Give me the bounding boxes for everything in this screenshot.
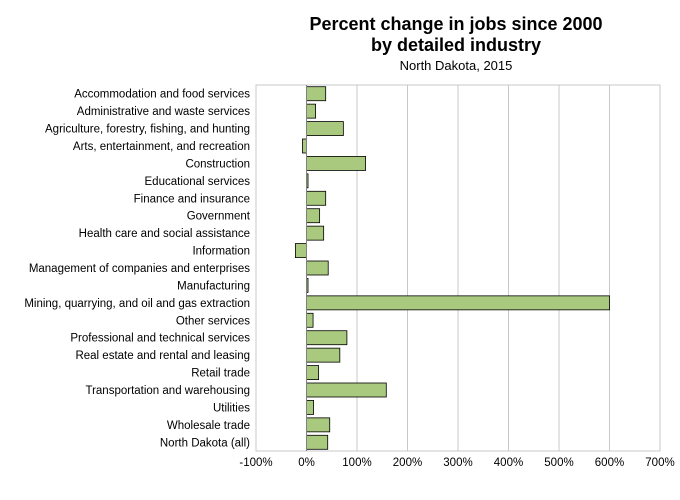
chart-title-line1: Percent change in jobs since 2000	[309, 14, 603, 34]
x-tick-label-3: 200%	[393, 457, 422, 469]
category-label-3: Arts, entertainment, and recreation	[73, 141, 250, 153]
category-label-19: Wholesale trade	[167, 420, 250, 432]
category-label-1: Administrative and waste services	[77, 106, 250, 118]
bar-19	[306, 417, 331, 433]
bar-20	[306, 434, 329, 450]
category-label-17: Transportation and warehousing	[85, 385, 250, 397]
bar-2	[306, 121, 344, 136]
chart-title-line2: by detailed industry	[370, 35, 542, 55]
bar-1	[306, 103, 316, 119]
x-tick-label-7: 600%	[595, 457, 624, 469]
category-label-6: Finance and insurance	[134, 193, 250, 205]
category-label-16: Retail trade	[191, 368, 250, 380]
bar-13	[306, 312, 314, 328]
x-tick-label-0: -100%	[239, 457, 272, 469]
bar-16	[306, 365, 320, 380]
x-tick-label-6: 500%	[544, 457, 573, 469]
bar-18	[306, 400, 314, 415]
bar-15	[306, 347, 341, 363]
category-label-0: Accommodation and food services	[74, 89, 250, 101]
x-tick-label-8: 700%	[645, 457, 674, 469]
category-label-13: Other services	[176, 315, 250, 327]
category-label-4: Construction	[185, 158, 250, 170]
category-label-18: Utilities	[213, 402, 250, 414]
bar-3	[302, 138, 307, 154]
x-tick-label-4: 300%	[443, 457, 472, 469]
bar-7	[306, 208, 321, 224]
category-label-2: Agriculture, forestry, fishing, and hunt…	[45, 124, 250, 136]
bar-8	[306, 225, 325, 241]
bar-12	[306, 295, 610, 311]
category-label-10: Management of companies and enterprises	[29, 263, 250, 275]
bar-0	[306, 86, 327, 102]
category-label-11: Manufacturing	[177, 280, 250, 292]
bar-14	[306, 330, 348, 346]
chart-title-block: Percent change in jobs since 2000 by det…	[236, 14, 676, 73]
category-label-9: Information	[192, 246, 250, 258]
category-label-14: Professional and technical services	[70, 333, 250, 345]
category-label-8: Health care and social assistance	[79, 228, 250, 240]
category-label-7: Government	[187, 211, 251, 223]
x-tick-label-1: 0%	[298, 457, 315, 469]
bar-17	[306, 382, 387, 398]
category-label-20: North Dakota (all)	[160, 437, 250, 449]
bar-4	[306, 156, 366, 171]
bar-10	[306, 260, 329, 276]
chart-subtitle: North Dakota, 2015	[399, 58, 513, 73]
category-label-15: Real estate and rental and leasing	[75, 350, 250, 362]
category-label-12: Mining, quarrying, and oil and gas extra…	[24, 298, 250, 310]
bar-6	[306, 190, 327, 206]
bar-9	[294, 243, 307, 258]
category-label-5: Educational services	[145, 176, 251, 188]
x-tick-label-5: 400%	[494, 457, 523, 469]
x-tick-label-2: 100%	[342, 457, 371, 469]
